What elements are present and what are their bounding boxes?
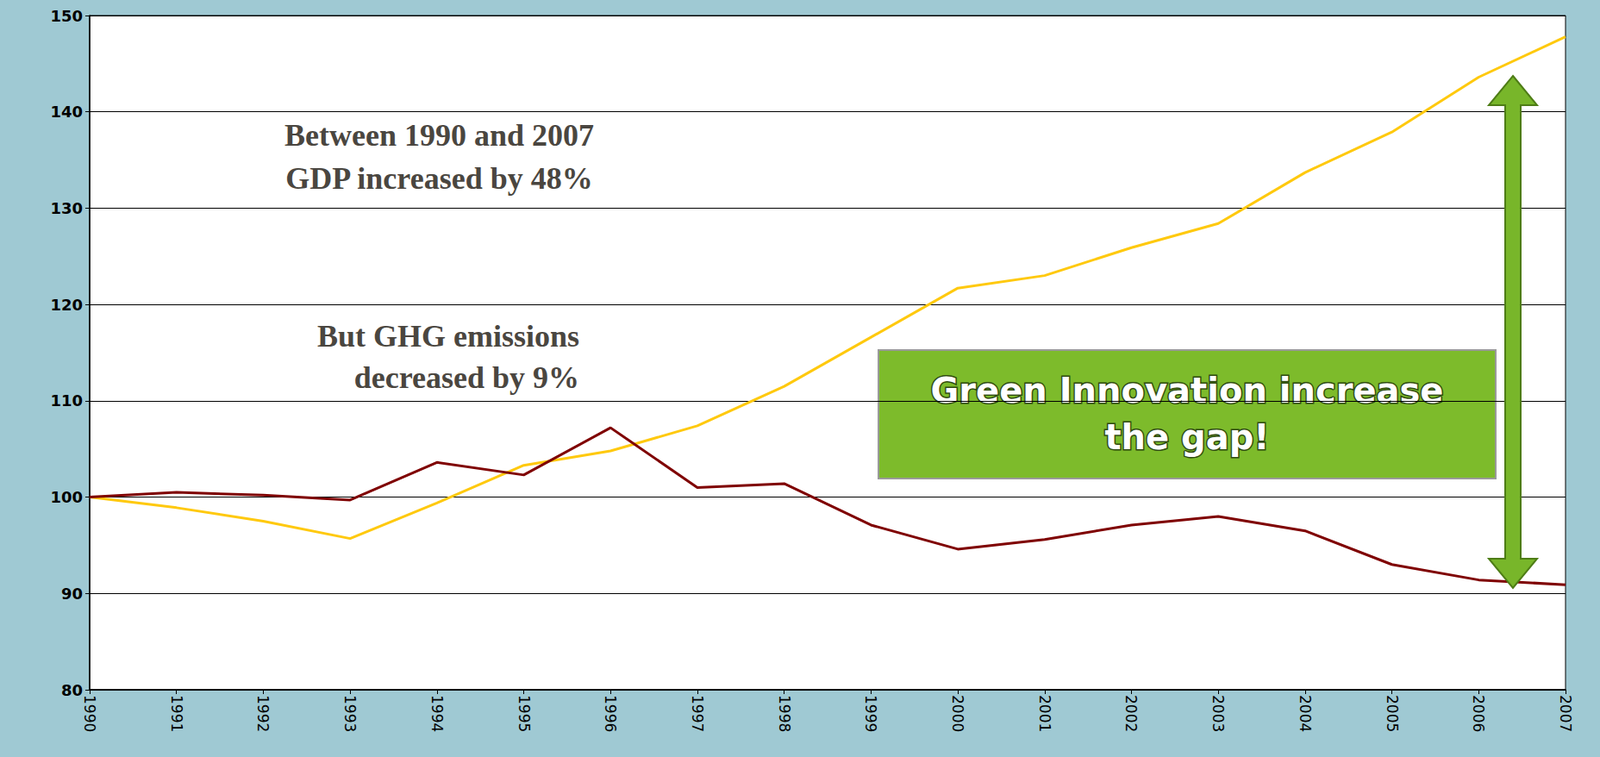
svg-text:80: 80 — [61, 681, 83, 700]
svg-text:1994: 1994 — [428, 694, 446, 732]
svg-text:130: 130 — [50, 199, 83, 218]
svg-text:the gap!: the gap! — [1104, 417, 1269, 457]
svg-text:Green Innovation increase: Green Innovation increase — [931, 370, 1444, 411]
svg-text:2000: 2000 — [949, 694, 967, 732]
svg-text:1996: 1996 — [601, 694, 619, 732]
svg-text:1999: 1999 — [862, 694, 880, 732]
svg-text:1995: 1995 — [515, 694, 533, 732]
svg-text:Between 1990 and 2007: Between 1990 and 2007 — [284, 118, 594, 153]
svg-text:1991: 1991 — [168, 694, 186, 732]
svg-text:GDP increased by 48%: GDP increased by 48% — [285, 161, 593, 196]
svg-text:2003: 2003 — [1209, 694, 1227, 732]
svg-text:2005: 2005 — [1383, 694, 1401, 732]
svg-text:But GHG emissions: But GHG emissions — [317, 318, 580, 354]
svg-text:110: 110 — [50, 391, 83, 410]
svg-text:2006: 2006 — [1469, 694, 1488, 732]
svg-text:2001: 2001 — [1036, 694, 1054, 732]
svg-text:1990: 1990 — [81, 694, 99, 732]
svg-text:120: 120 — [50, 295, 83, 314]
svg-text:140: 140 — [50, 102, 83, 121]
svg-text:90: 90 — [61, 584, 83, 603]
svg-text:150: 150 — [50, 6, 83, 25]
svg-text:100: 100 — [50, 487, 83, 507]
svg-text:2007: 2007 — [1556, 694, 1575, 732]
svg-text:decreased by 9%: decreased by 9% — [354, 360, 580, 395]
svg-text:1992: 1992 — [254, 694, 272, 732]
svg-text:2002: 2002 — [1122, 694, 1140, 732]
svg-text:2004: 2004 — [1296, 694, 1314, 732]
svg-text:1997: 1997 — [688, 694, 707, 732]
svg-text:1993: 1993 — [341, 694, 359, 732]
svg-text:1998: 1998 — [775, 694, 794, 732]
